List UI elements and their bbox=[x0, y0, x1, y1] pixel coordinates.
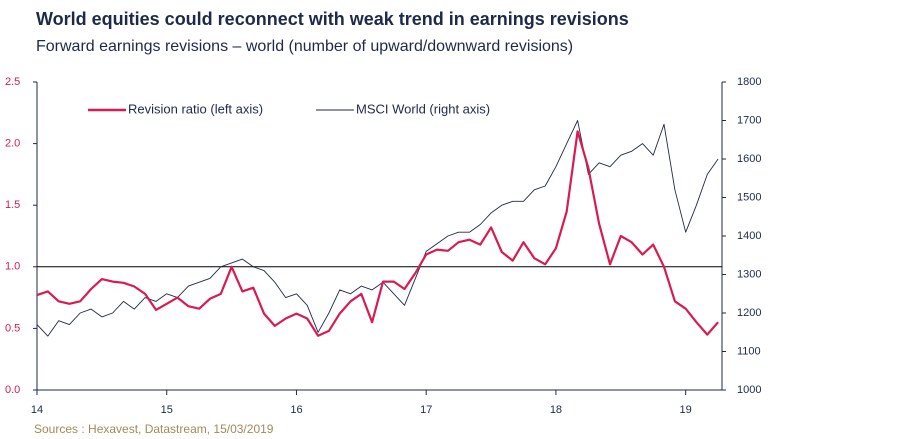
chart-subtitle: Forward earnings revisions – world (numb… bbox=[36, 38, 573, 55]
x-tick-label: 18 bbox=[550, 404, 562, 416]
y-tick-label: 1.0 bbox=[5, 261, 20, 273]
x-tick-label: 15 bbox=[161, 404, 173, 416]
x-tick-label: 14 bbox=[31, 404, 43, 416]
y-tick-label: 2.5 bbox=[5, 76, 20, 88]
y2-tick-label: 1000 bbox=[737, 384, 761, 396]
chart-title: World equities could reconnect with weak… bbox=[36, 9, 629, 29]
y2-tick-label: 1400 bbox=[737, 230, 761, 242]
y-tick-label: 0.5 bbox=[5, 322, 20, 334]
legend-label: MSCI World (right axis) bbox=[356, 101, 490, 116]
series-line bbox=[36, 130, 719, 337]
y-tick-label: 2.0 bbox=[5, 138, 20, 150]
x-tick-label: 17 bbox=[420, 404, 432, 416]
series-line bbox=[36, 120, 719, 337]
x-tick-label: 19 bbox=[680, 404, 692, 416]
y2-tick-label: 1200 bbox=[737, 307, 761, 319]
y2-tick-label: 1300 bbox=[737, 268, 761, 280]
y2-tick-label: 1600 bbox=[737, 153, 761, 165]
x-tick-label: 16 bbox=[290, 404, 302, 416]
y2-tick-label: 1500 bbox=[737, 191, 761, 203]
y2-tick-label: 1700 bbox=[737, 114, 761, 126]
y-tick-label: 0.0 bbox=[5, 384, 20, 396]
y2-tick-label: 1100 bbox=[737, 345, 761, 357]
legend-label: Revision ratio (left axis) bbox=[128, 101, 263, 116]
source: Sources : Hexavest, Datastream, 15/03/20… bbox=[34, 422, 274, 436]
y-tick-label: 1.5 bbox=[5, 199, 20, 211]
y2-tick-label: 1800 bbox=[737, 76, 761, 88]
